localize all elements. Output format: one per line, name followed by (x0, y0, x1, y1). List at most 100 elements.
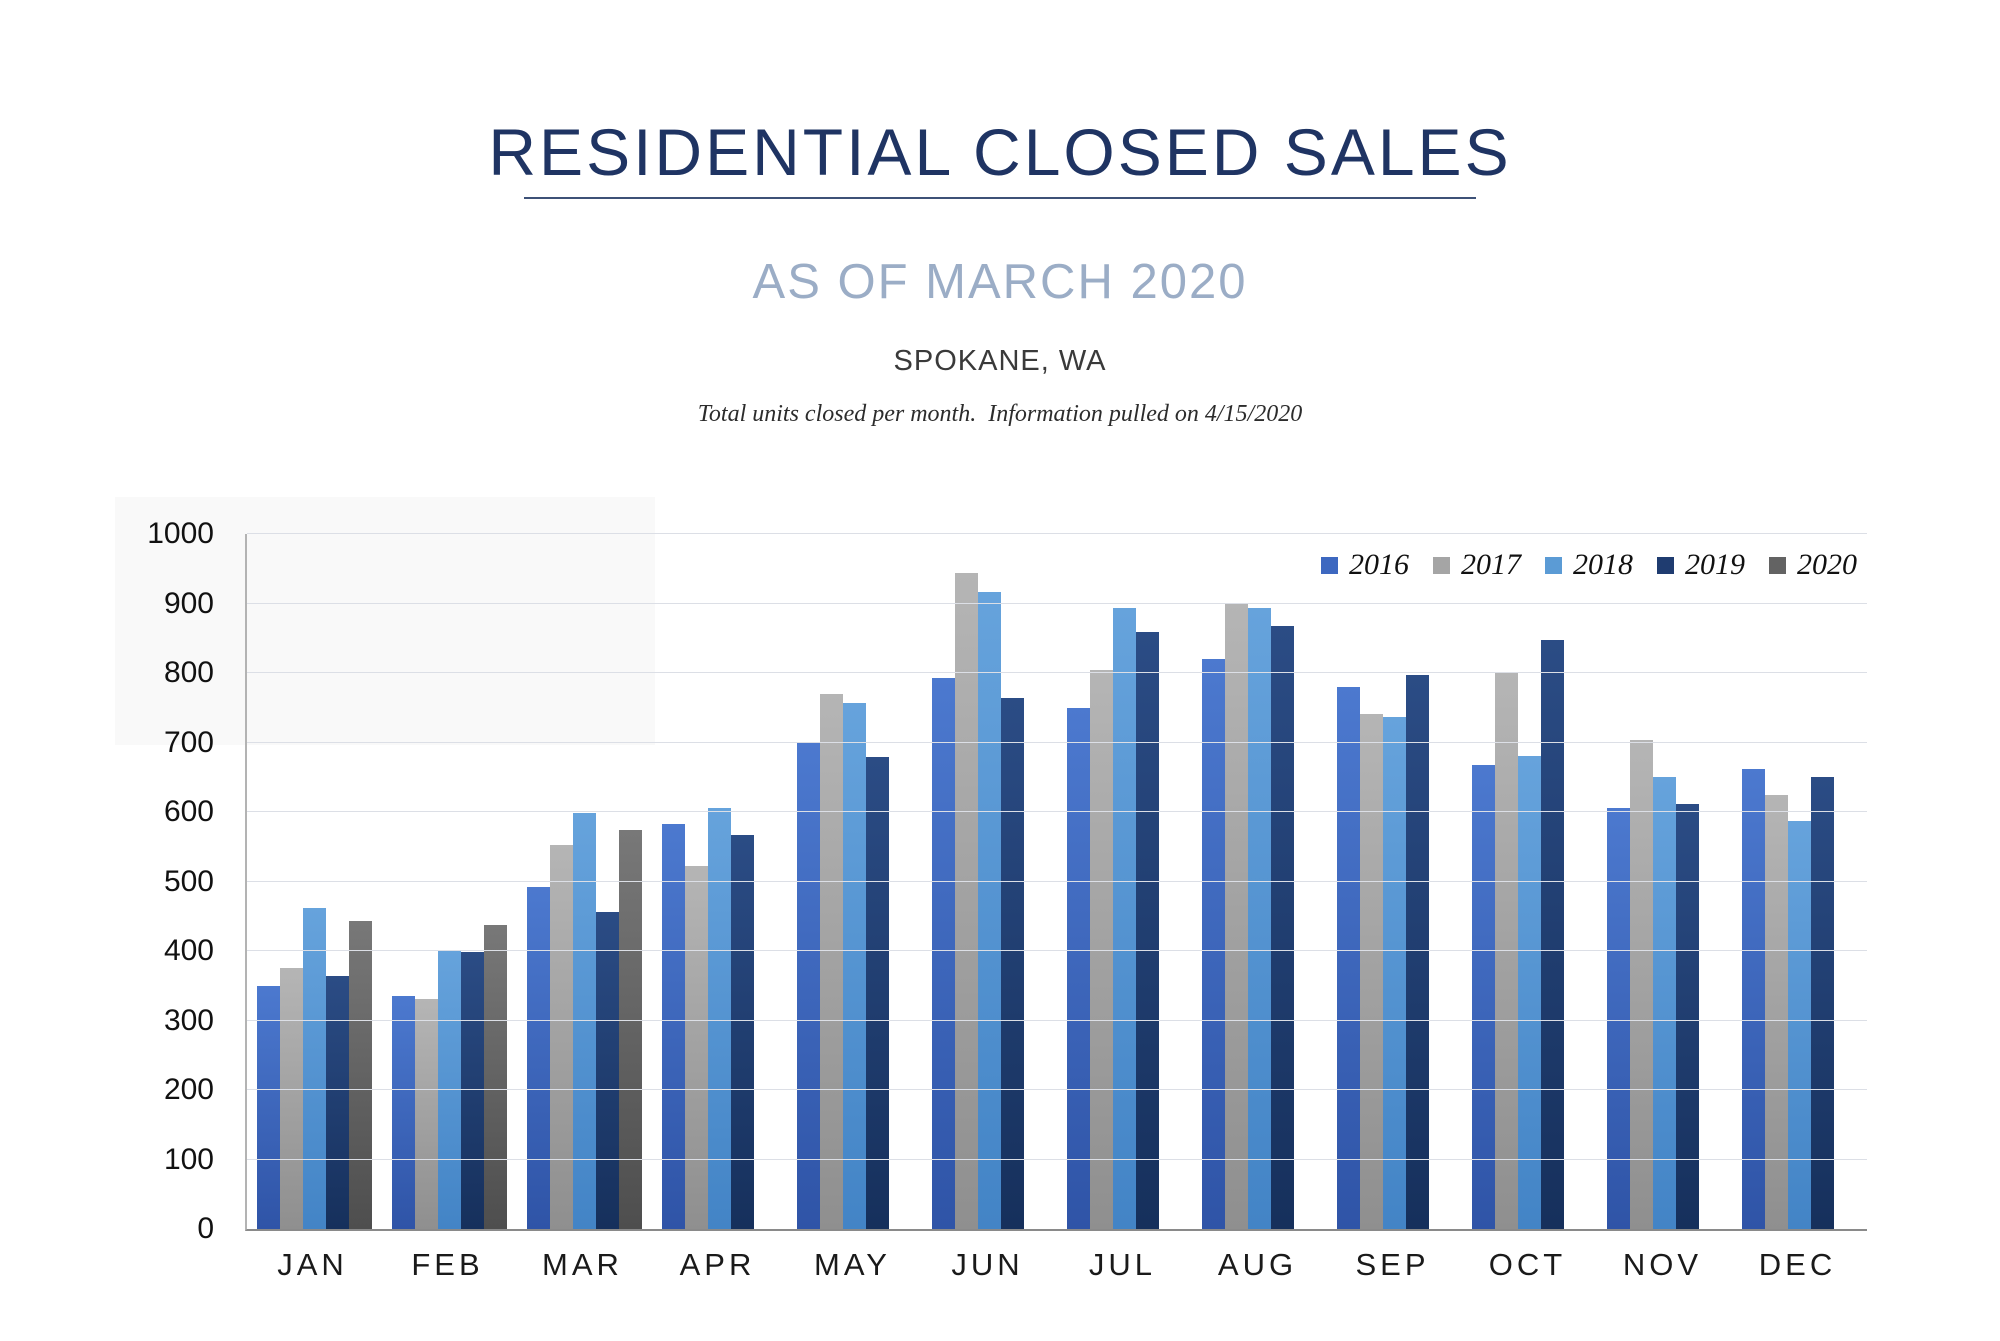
bar-group-jan (247, 534, 382, 1229)
bar-slot-2017-sep (1360, 534, 1383, 1229)
bar-slot-2017-apr (685, 534, 708, 1229)
y-axis-label-900: 900 (163, 586, 214, 620)
bar-slot-2020-mar (619, 534, 642, 1229)
bar-slot-2016-jul (1067, 534, 1090, 1229)
bar-slot-2016-jun (932, 534, 955, 1229)
bar-2017-nov (1630, 739, 1653, 1229)
bar-slot-2019-jan (326, 534, 349, 1229)
bar-group-dec (1732, 534, 1867, 1229)
bar-2016-aug (1202, 659, 1225, 1229)
legend-label-2016: 2016 (1349, 548, 1409, 581)
legend-label-2018: 2018 (1573, 548, 1633, 581)
bar-slot-2020-dec (1834, 534, 1857, 1229)
bar-slot-2016-feb (392, 534, 415, 1229)
bar-slot-2020-apr (754, 534, 777, 1229)
bar-2017-jun (955, 572, 978, 1229)
bar-slot-2018-nov (1653, 534, 1676, 1229)
bar-group-may (787, 534, 922, 1229)
bar-slot-2018-jul (1113, 534, 1136, 1229)
bar-2016-mar (527, 887, 550, 1229)
bar-slot-2016-dec (1742, 534, 1765, 1229)
bar-2016-sep (1337, 686, 1360, 1229)
bar-2019-jan (326, 976, 349, 1229)
bar-2017-sep (1360, 714, 1383, 1229)
bar-slot-2018-may (843, 534, 866, 1229)
bar-2019-jun (1001, 698, 1024, 1229)
bar-2016-apr (662, 823, 685, 1229)
bar-slot-2017-mar (550, 534, 573, 1229)
bar-2019-apr (731, 834, 754, 1229)
x-axis-label-mar: MAR (542, 1247, 623, 1282)
bar-2019-may (866, 757, 889, 1229)
bar-slot-2019-apr (731, 534, 754, 1229)
bar-group-sep (1327, 534, 1462, 1229)
bar-slot-2016-mar (527, 534, 550, 1229)
bar-slot-2016-oct (1472, 534, 1495, 1229)
bar-group-jun (922, 534, 1057, 1229)
location-label: SPOKANE, WA (893, 345, 1107, 377)
legend-item-2017: 2017 (1433, 550, 1521, 580)
legend-label-2019: 2019 (1685, 548, 1745, 581)
bar-slot-2016-apr (662, 534, 685, 1229)
bar-2020-jan (349, 921, 372, 1229)
bar-2018-jul (1113, 607, 1136, 1229)
bar-2018-apr (708, 807, 731, 1229)
legend-item-2019: 2019 (1657, 550, 1745, 580)
bar-2016-jul (1067, 707, 1090, 1229)
y-axis-label-100: 100 (163, 1142, 214, 1176)
gridline-500 (247, 880, 1867, 882)
x-axis-label-dec: DEC (1758, 1247, 1837, 1282)
bar-slot-2018-oct (1518, 534, 1541, 1229)
legend-item-2020: 2020 (1769, 550, 1857, 580)
bar-2018-sep (1383, 716, 1406, 1229)
bar-group-nov (1597, 534, 1732, 1229)
bar-2018-mar (573, 812, 596, 1229)
bar-slot-2016-nov (1607, 534, 1630, 1229)
bar-slot-2020-oct (1564, 534, 1587, 1229)
bar-slot-2016-aug (1202, 534, 1225, 1229)
bar-slot-2019-dec (1811, 534, 1834, 1229)
x-axis-label-may: MAY (814, 1247, 891, 1282)
bar-2019-dec (1811, 777, 1834, 1229)
bar-slot-2019-mar (596, 534, 619, 1229)
bar-2016-dec (1742, 768, 1765, 1229)
x-axis-label-nov: NOV (1622, 1247, 1703, 1282)
x-axis-label-feb: FEB (411, 1247, 484, 1282)
bar-slot-2017-feb (415, 534, 438, 1229)
bar-slot-2020-sep (1429, 534, 1452, 1229)
bar-2019-sep (1406, 675, 1429, 1229)
bar-slot-2018-jan (303, 534, 326, 1229)
gridline-900 (247, 602, 1867, 604)
bar-slot-2017-may (820, 534, 843, 1229)
bar-2018-aug (1248, 607, 1271, 1229)
y-axis-label-500: 500 (163, 864, 214, 898)
bar-slot-2017-jul (1090, 534, 1113, 1229)
legend-swatch-icon-2016 (1321, 556, 1338, 574)
x-axis-label-apr: APR (679, 1247, 756, 1282)
bar-2019-aug (1271, 625, 1294, 1229)
bar-group-feb (382, 534, 517, 1229)
bar-slot-2020-jul (1159, 534, 1182, 1229)
bar-slot-2020-nov (1699, 534, 1722, 1229)
bar-slot-2017-aug (1225, 534, 1248, 1229)
bar-2018-jan (303, 907, 326, 1229)
bar-slot-2019-jul (1136, 534, 1159, 1229)
y-axis-label-600: 600 (163, 795, 214, 828)
gridline-700 (247, 741, 1867, 743)
bar-2017-oct (1495, 673, 1518, 1229)
page-title: RESIDENTIAL CLOSED SALES (488, 115, 1512, 189)
legend-label-2020: 2020 (1797, 548, 1857, 581)
legend-item-2018: 2018 (1545, 550, 1633, 580)
bar-2018-nov (1653, 777, 1676, 1229)
footnote: Total units closed per month. Informatio… (697, 401, 1303, 427)
legend-swatch-icon-2017 (1433, 556, 1450, 574)
bar-slot-2020-may (889, 534, 912, 1229)
bar-slot-2020-jan (349, 534, 372, 1229)
bar-slot-2019-aug (1271, 534, 1294, 1229)
bar-2019-oct (1541, 640, 1564, 1229)
y-axis-label-200: 200 (163, 1073, 214, 1106)
bar-slot-2018-sep (1383, 534, 1406, 1229)
gridline-600 (247, 811, 1867, 812)
x-axis-label-jan: JAN (277, 1247, 348, 1282)
